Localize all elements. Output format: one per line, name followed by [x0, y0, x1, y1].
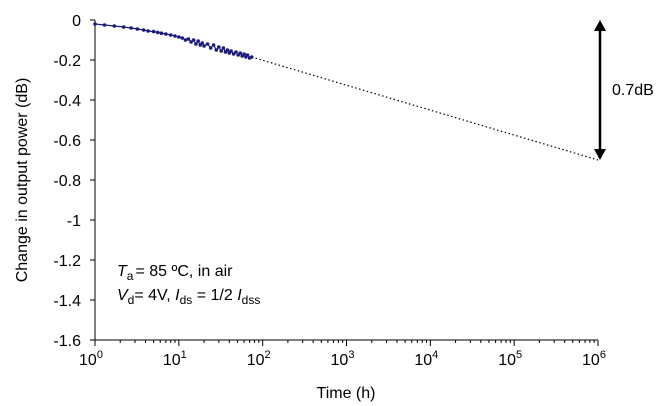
- y-tick-label: -0.2: [53, 53, 81, 70]
- data-point: [245, 53, 250, 57]
- x-tick-label: 101: [163, 349, 187, 369]
- x-tick-label: 105: [498, 349, 522, 369]
- extrapolation-line: [251, 56, 599, 161]
- condition-line-2: Vd= 4V, Ids = 1/2 Idss: [117, 287, 260, 307]
- data-point: [191, 38, 196, 42]
- data-point: [196, 39, 200, 43]
- series-extrapolation: [251, 56, 599, 161]
- span-label: 0.7dB: [612, 82, 654, 99]
- data-point: [141, 28, 146, 32]
- data-point: [229, 49, 233, 53]
- x-tick-label: 106: [582, 349, 606, 369]
- data-point: [151, 29, 156, 34]
- y-tick-label: -1.2: [53, 253, 81, 270]
- y-tick-label: -1.6: [53, 333, 81, 350]
- arrow-head-top: [594, 20, 606, 31]
- data-point: [219, 49, 223, 53]
- data-point: [234, 50, 238, 54]
- data-point: [238, 51, 243, 55]
- data-point: [217, 45, 221, 49]
- data-point: [189, 40, 193, 44]
- y-tick-label: 0: [72, 13, 81, 30]
- y-axis-label: Change in output power (dB): [14, 78, 31, 283]
- data-point: [164, 32, 168, 36]
- data-point: [208, 46, 213, 50]
- x-tick-label: 103: [331, 349, 355, 369]
- data-point: [231, 52, 236, 56]
- condition-line-1: Ta = 85 ºC, in air: [117, 263, 233, 283]
- data-point: [205, 42, 210, 46]
- x-ticks: 100 101 102 103 104 105 106: [79, 340, 606, 369]
- data-point: [180, 36, 185, 40]
- data-point: [155, 30, 160, 35]
- data-point: [211, 43, 216, 47]
- data-point: [177, 35, 181, 39]
- x-tick-label: 104: [414, 349, 438, 369]
- data-point: [168, 33, 173, 37]
- data-point: [146, 29, 150, 33]
- data-point: [214, 48, 219, 52]
- data-point: [183, 38, 188, 42]
- span-arrow: [594, 20, 606, 160]
- data-point: [173, 34, 177, 38]
- y-tick-label: -1.4: [53, 293, 81, 310]
- data-point: [159, 31, 164, 35]
- arrow-head-bottom: [594, 149, 606, 160]
- y-ticks: 0 -0.2 -0.4 -0.6 -0.8 -1 -1.2 -1.4 -1.6: [53, 13, 95, 350]
- y-tick-label: -0.8: [53, 173, 81, 190]
- data-point: [194, 42, 198, 46]
- y-tick-label: -0.4: [53, 93, 81, 110]
- data-point: [249, 55, 254, 59]
- data-point: [129, 26, 133, 30]
- data-point: [221, 46, 226, 50]
- data-point: [242, 52, 246, 56]
- y-tick-label: -0.6: [53, 133, 81, 150]
- data-point: [102, 23, 107, 27]
- data-point: [200, 41, 205, 45]
- data-point: [135, 27, 140, 31]
- y-tick-label: -1: [67, 213, 81, 230]
- data-point: [225, 48, 230, 52]
- data-point: [93, 22, 97, 26]
- data-point: [202, 44, 206, 48]
- series-measured: [93, 22, 254, 60]
- x-tick-label: 102: [247, 349, 271, 369]
- data-point: [121, 25, 126, 29]
- data-point: [186, 37, 191, 41]
- x-axis-label: Time (h): [317, 385, 376, 402]
- data-point: [112, 24, 117, 28]
- x-tick-label: 100: [79, 349, 103, 369]
